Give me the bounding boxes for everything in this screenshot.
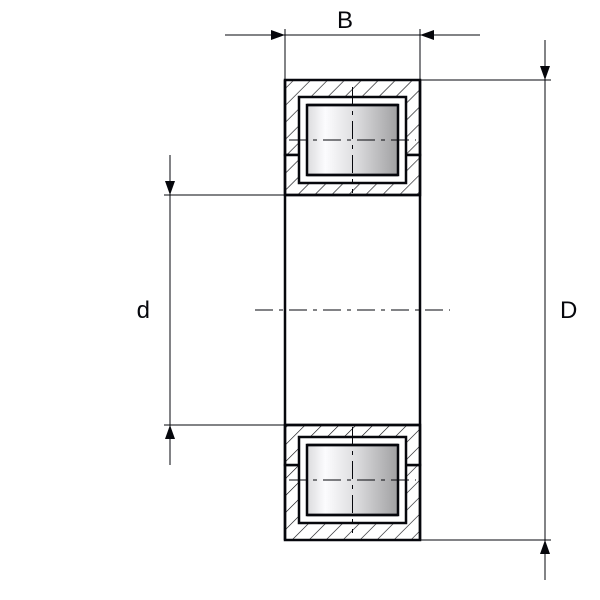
dimension-label-B: B (337, 7, 353, 34)
dimension-label-D: D (560, 297, 577, 324)
dimension-label-d: d (137, 297, 150, 324)
